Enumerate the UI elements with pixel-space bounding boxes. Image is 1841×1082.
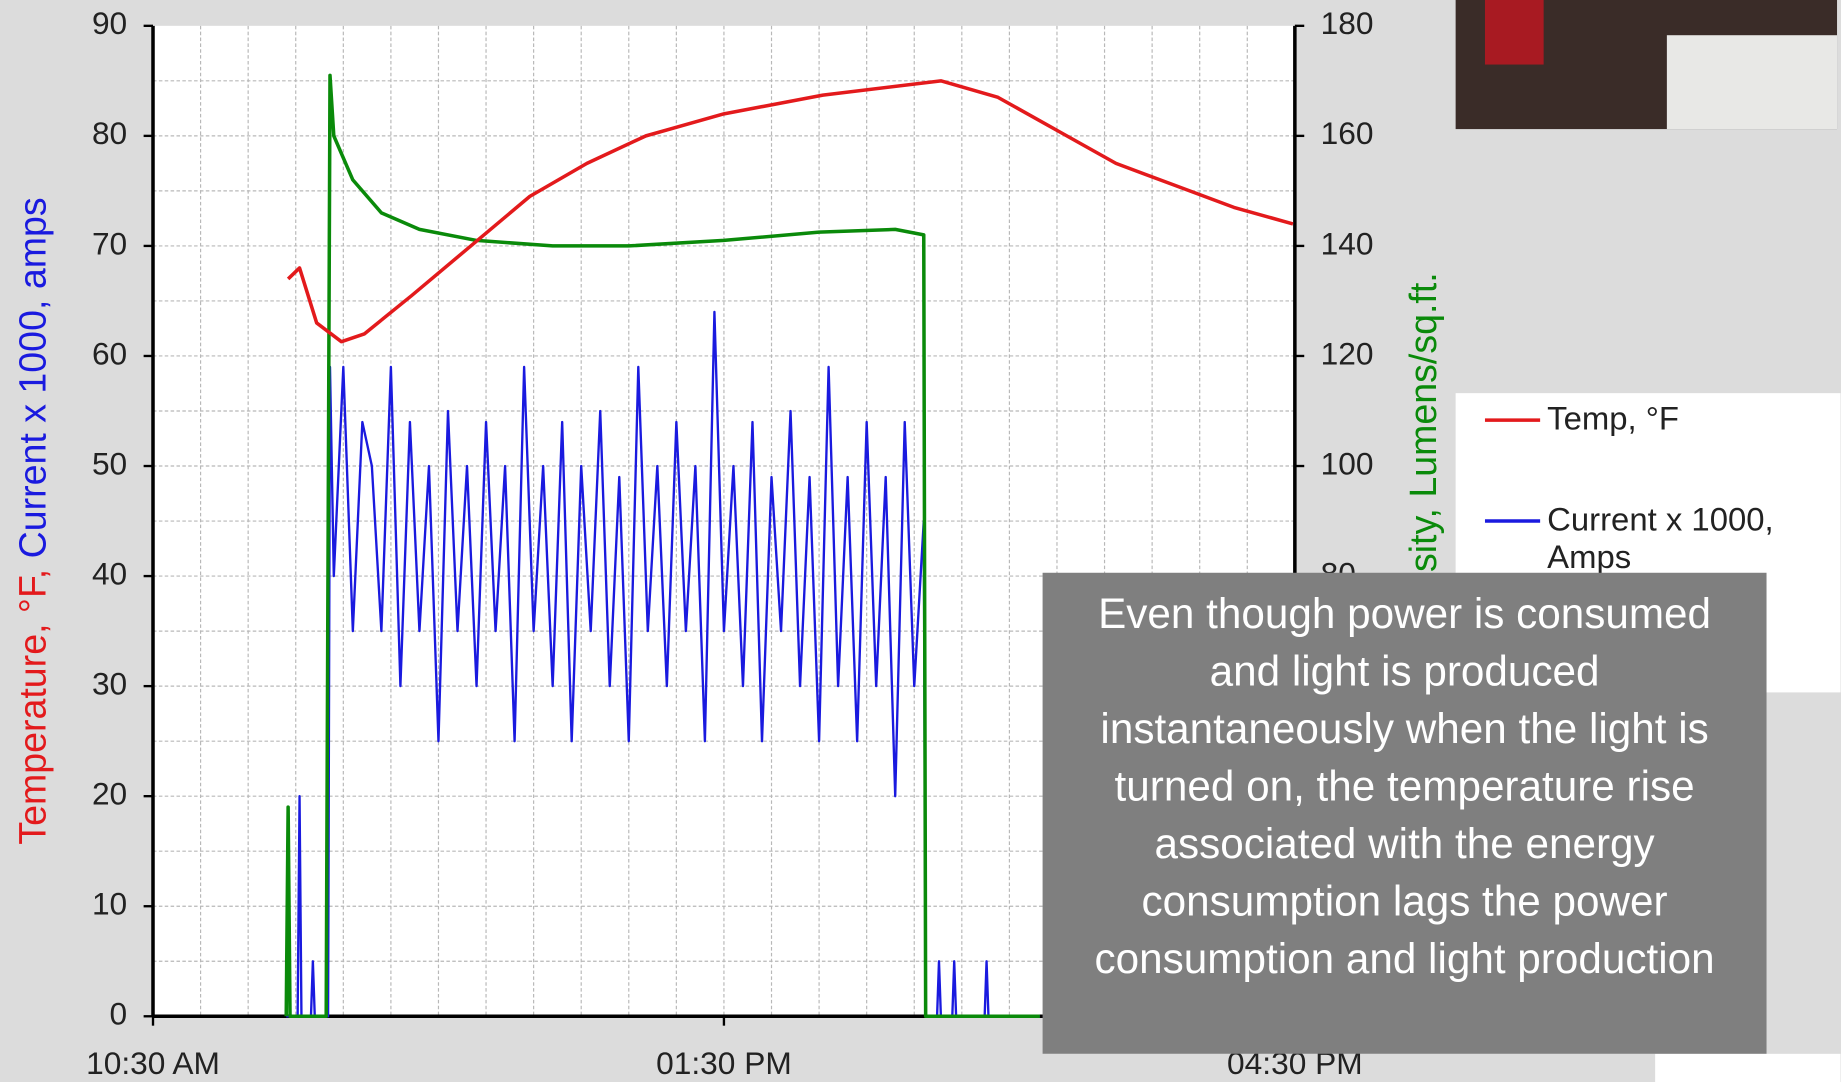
y-tick-label: 80 [92, 115, 127, 151]
photo-detail [1484, 0, 1544, 65]
legend-entry: Temp, °F [1547, 400, 1679, 437]
y2-tick-label: 120 [1321, 335, 1374, 371]
y-tick-label: 20 [92, 776, 127, 812]
y-tick-label: 40 [92, 555, 127, 591]
y-tick-label: 50 [92, 445, 127, 481]
y2-tick-label: 140 [1321, 225, 1374, 261]
y2-tick-label: 100 [1321, 445, 1374, 481]
y-axis-label-part: Temperature, °F, [12, 558, 54, 844]
y-tick-label: 0 [110, 996, 128, 1032]
legend-label: Temp, °F [1547, 400, 1679, 437]
callout-box: Even though power is consumed and light … [1042, 572, 1767, 1054]
legend-label: Current x 1000, Amps [1547, 501, 1774, 576]
photo-detail [1666, 35, 1838, 130]
y-tick-label: 70 [92, 225, 127, 261]
callout: Even though power is consumed and light … [1042, 572, 1767, 1054]
series-line [286, 79, 1294, 344]
y-tick-label: 60 [92, 335, 127, 371]
y-tick-label: 90 [92, 5, 127, 41]
x-tick-label: 01:30 PM [656, 1045, 792, 1081]
logo [1655, 1053, 1841, 1082]
y-tick-label: 30 [92, 666, 127, 702]
y2-tick-label: 180 [1321, 5, 1374, 41]
legend-entry: Current x 1000, Amps [1547, 501, 1774, 576]
y-axis-label-part: Current x 1000, amps [12, 197, 54, 558]
x-tick-label: 10:30 AM [86, 1045, 220, 1081]
y2-tick-label: 160 [1321, 115, 1374, 151]
y-axis-label: Temperature, °F, Current x 1000, amps [12, 197, 54, 844]
series-line [286, 310, 1040, 1018]
series-line [284, 73, 1040, 1019]
y-tick-label: 10 [92, 886, 127, 922]
